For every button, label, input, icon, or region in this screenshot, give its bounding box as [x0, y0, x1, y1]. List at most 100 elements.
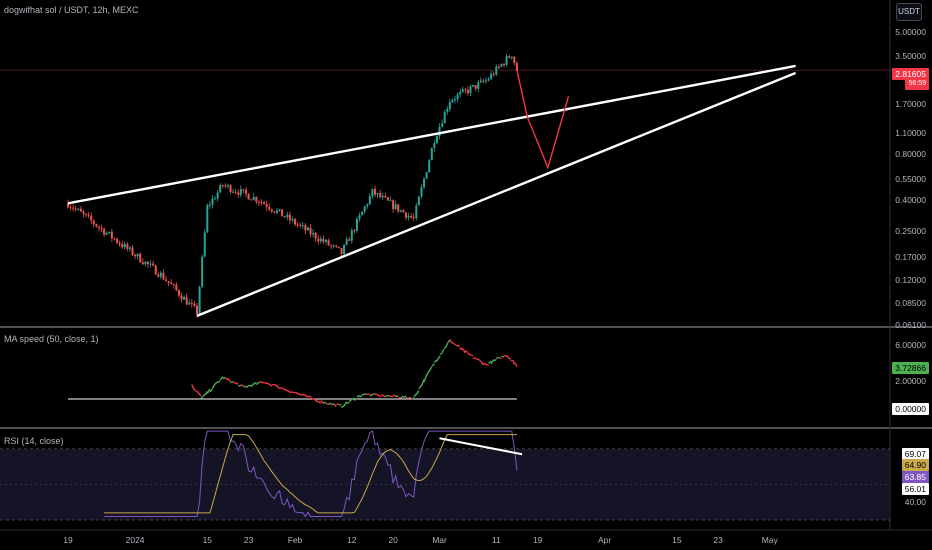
time-tick-label: Feb	[287, 535, 303, 545]
ma-speed-segment	[283, 388, 288, 392]
candle-body	[433, 142, 436, 148]
ma-speed-segment	[433, 359, 437, 363]
rsi-tag-2: 64.90	[901, 459, 929, 471]
ma-speed-segment	[238, 384, 242, 387]
candle-body	[214, 198, 217, 200]
ma-speed-segment	[462, 349, 466, 354]
ma-speed-segment	[507, 356, 510, 359]
candle-body	[67, 203, 69, 208]
ma-speed-segment	[441, 349, 445, 353]
ma-speed-segment	[310, 397, 315, 401]
candle-body	[337, 246, 340, 249]
candle-body	[97, 226, 100, 228]
candle-body	[270, 209, 273, 212]
candle-body	[490, 73, 493, 80]
rsi-line	[104, 430, 518, 518]
last-price-tag: 2.81605	[892, 68, 929, 80]
candle-body	[441, 123, 444, 127]
candle-body	[371, 188, 374, 197]
ma-speed-segment	[451, 341, 454, 344]
candle-body	[87, 214, 90, 216]
candle-body	[345, 239, 348, 245]
candle-body	[110, 231, 113, 239]
ma-speed-segment	[317, 400, 322, 404]
price-tick-label: 0.80000	[895, 148, 926, 159]
candle-body	[508, 56, 511, 58]
candle-body	[435, 136, 438, 143]
candle-body	[141, 262, 144, 265]
ma-speed-segment	[475, 357, 479, 360]
unit-button[interactable]: USDT	[896, 3, 922, 21]
ma-speed-segment	[230, 380, 234, 384]
candle-body	[404, 212, 407, 218]
candle-body	[103, 228, 106, 235]
candle-body	[412, 217, 415, 219]
ma-speed-segment	[400, 395, 404, 399]
candle-body	[136, 253, 139, 257]
candle-body	[224, 185, 227, 187]
candle-body	[394, 204, 397, 209]
candle-body	[332, 245, 335, 247]
ma-speed-segment	[437, 355, 441, 360]
time-tick-label: 23	[243, 535, 254, 545]
ma-speed-segment	[467, 352, 471, 356]
candle-body	[479, 80, 482, 83]
ma-speed-segment	[435, 358, 439, 363]
time-tick-label: 19	[532, 535, 543, 545]
candle-body	[260, 201, 263, 203]
time-tick-label: 19	[63, 535, 73, 545]
candle-body	[515, 62, 518, 71]
time-tick-label: May	[761, 535, 778, 545]
candle-body	[423, 178, 426, 188]
candle-body	[386, 197, 389, 201]
ma-speed-segment	[513, 362, 517, 365]
candle-body	[379, 193, 382, 198]
candle-body	[226, 185, 229, 187]
ma-speed-segment	[343, 401, 348, 407]
ma-speed-segment	[459, 347, 462, 351]
ma-speed-segment	[320, 400, 324, 404]
ma-speed-segment	[392, 394, 397, 398]
candle-body	[448, 101, 451, 110]
candle-body	[376, 193, 379, 195]
ma-baseline-tag: 0.00000	[892, 403, 929, 415]
candle-body	[399, 210, 402, 212]
candle-body	[180, 295, 183, 300]
ma-speed-segment	[267, 382, 273, 387]
ma-speed-segment	[503, 354, 507, 357]
ma-speed-segment	[346, 401, 350, 405]
candle-body	[144, 261, 147, 265]
price-tick-label: 5.00000	[895, 27, 926, 37]
candle-body	[389, 200, 392, 202]
ma-speed-segment	[495, 356, 500, 360]
candle-body	[392, 200, 395, 209]
candle-body	[211, 198, 214, 205]
candle-body	[193, 303, 196, 306]
candle-body	[288, 214, 291, 221]
candle-body	[513, 56, 516, 63]
candle-body	[301, 225, 304, 227]
candle-body	[190, 302, 193, 304]
ma-speed-title: MA speed (50, close, 1)	[4, 334, 99, 344]
candle-body	[299, 224, 302, 226]
candle-body	[497, 66, 500, 68]
ma-speed-segment	[333, 403, 337, 408]
ma-speed-segment	[385, 394, 390, 398]
trendlines	[67, 64, 797, 317]
ma-speed-segment	[255, 381, 260, 386]
candle-body	[477, 82, 480, 89]
candle-body	[237, 192, 240, 195]
rsi-ma-line	[104, 434, 517, 514]
projection-line	[516, 69, 570, 170]
ma-speed-segment	[413, 393, 417, 398]
ma-speed-segment	[351, 397, 355, 401]
ma-speed-segment	[381, 393, 386, 398]
candle-body	[157, 274, 160, 277]
ma-speed-segment	[373, 392, 378, 396]
ma-speed-segment	[313, 398, 319, 403]
ma-speed-segment	[192, 387, 196, 391]
candle-body	[242, 189, 245, 191]
time-tick-label: 2024	[125, 535, 145, 545]
candle-body	[443, 111, 446, 124]
candle-body	[79, 208, 82, 212]
